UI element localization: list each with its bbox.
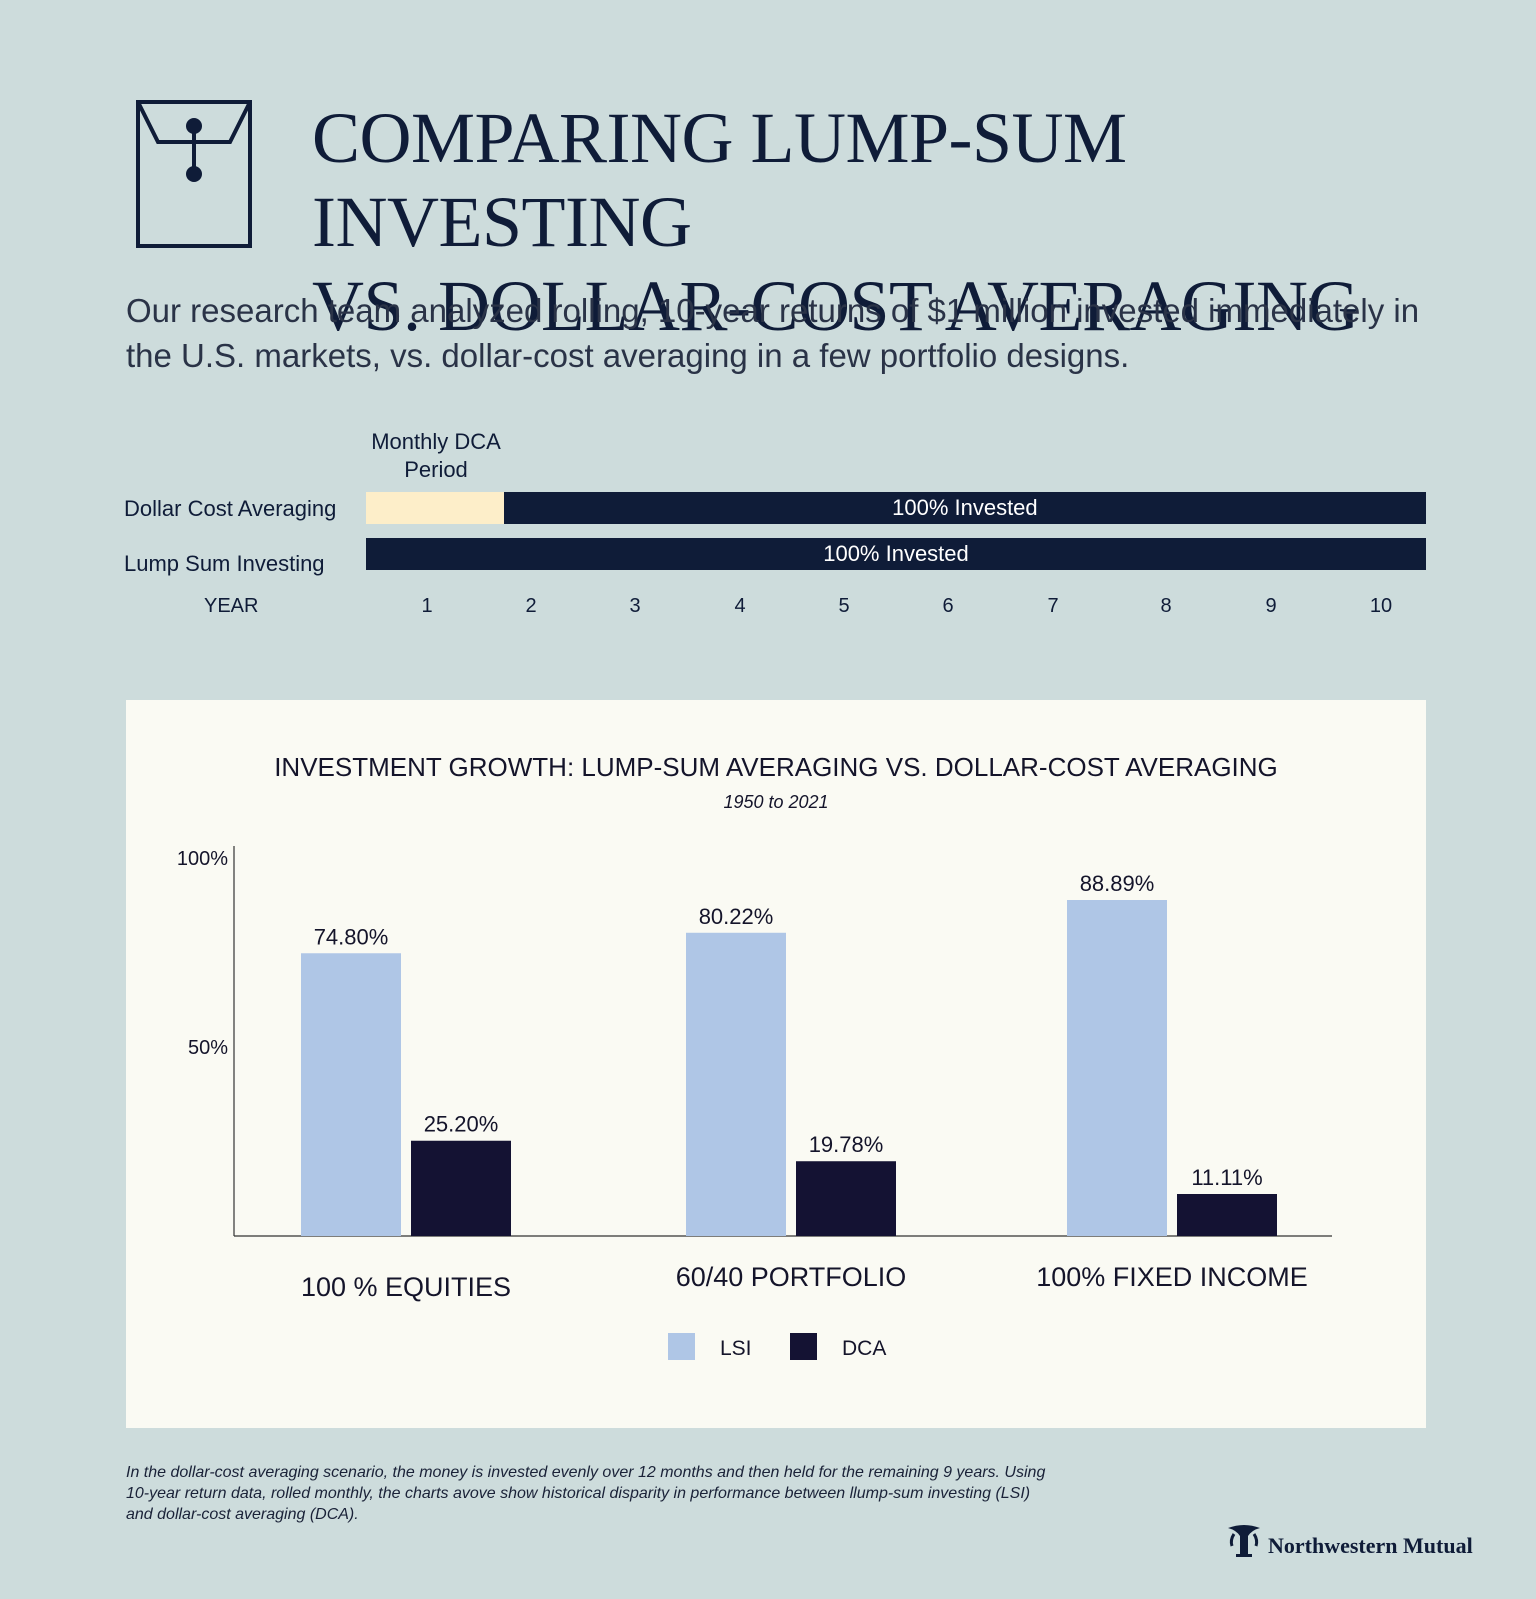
y-tick-label: 100% — [177, 848, 228, 870]
dca-period-label-line-2: Period — [404, 457, 468, 482]
lsi-bar — [1067, 899, 1167, 1236]
data-label: 25.20% — [424, 1112, 499, 1137]
year-tick: 7 — [1047, 595, 1059, 617]
legend-label-dca: DCA — [842, 1337, 886, 1360]
page-title: COMPARING LUMP-SUM INVESTING VS. DOLLAR-… — [312, 96, 1462, 348]
legend-swatch-dca — [790, 1333, 817, 1360]
year-axis-label: YEAR — [204, 595, 259, 617]
year-tick: 8 — [1160, 595, 1172, 617]
year-tick: 10 — [1369, 595, 1393, 617]
dca-period-bar — [366, 492, 504, 524]
dca-period-label: Monthly DCA Period — [366, 428, 506, 484]
dca-invested-bar: 100% Invested — [503, 492, 1426, 524]
data-label: 19.78% — [809, 1132, 884, 1157]
chart-panel: 50% 100% 74.80% 25.20% 100 % EQUITIES 80.22% 1… — [126, 700, 1426, 1428]
dca-period-label-line-1: Monthly DCA — [371, 429, 501, 454]
title-line-2: VS. DOLLAR-COST AVERAGING — [312, 266, 1359, 346]
dca-bar — [411, 1140, 511, 1236]
category-label: 60/40 PORTFOLIO — [676, 1262, 907, 1292]
year-tick: 1 — [421, 595, 433, 617]
y-tick-label: 50% — [188, 1037, 228, 1059]
lsi-row-label: Lump Sum Investing — [124, 551, 325, 576]
year-tick: 3 — [629, 595, 641, 617]
year-tick: 6 — [942, 595, 954, 617]
bar-chart: 50% 100% 74.80% 25.20% 100 % EQUITIES 80.22% 1… — [177, 846, 1332, 1360]
dca-bar — [1177, 1194, 1277, 1236]
year-tick: 9 — [1265, 595, 1277, 617]
envelope-icon — [136, 100, 252, 248]
category-label: 100 % EQUITIES — [301, 1272, 511, 1302]
data-label: 80.22% — [699, 904, 774, 929]
dca-row-label: Dollar Cost Averaging — [124, 496, 337, 521]
lsi-bar — [301, 953, 401, 1236]
northwestern-mutual-logo-icon — [1228, 1525, 1260, 1557]
chart-title: INVESTMENT GROWTH: LUMP-SUM AVERAGING VS… — [274, 752, 1278, 782]
brand-wordmark: Northwestern Mutual — [1268, 1533, 1473, 1558]
data-label: 11.11% — [1191, 1165, 1262, 1190]
lsi-invested-bar: 100% Invested — [366, 538, 1426, 570]
chart-subtitle: 1950 to 2021 — [723, 792, 829, 812]
title-line-1: COMPARING LUMP-SUM INVESTING — [312, 98, 1127, 262]
data-label: 88.89% — [1080, 871, 1155, 896]
category-label: 100% FIXED INCOME — [1036, 1262, 1308, 1292]
legend-swatch-lsi — [668, 1333, 695, 1360]
year-tick: 2 — [525, 595, 537, 617]
lsi-bar — [686, 932, 786, 1236]
footnote: In the dollar-cost averaging scenario, t… — [126, 1464, 1046, 1523]
data-label: 74.80% — [314, 924, 389, 949]
year-tick: 4 — [734, 595, 746, 617]
intro-text: Our research team analyzed rolling, 10-y… — [126, 292, 1420, 374]
year-tick: 5 — [838, 595, 850, 617]
legend-label-lsi: LSI — [720, 1337, 752, 1360]
dca-bar — [796, 1161, 896, 1236]
